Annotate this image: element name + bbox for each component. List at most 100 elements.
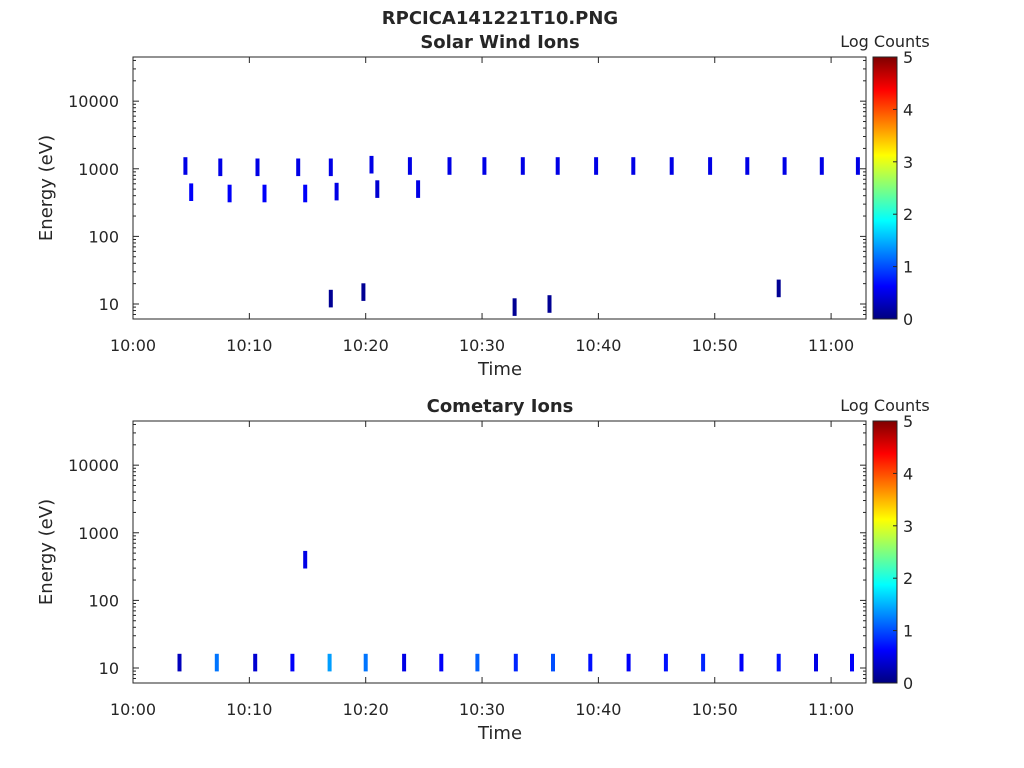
data-cell xyxy=(782,157,787,175)
data-cell xyxy=(482,157,487,175)
data-cell xyxy=(183,157,188,175)
data-cell xyxy=(855,157,860,175)
data-cell xyxy=(551,653,555,672)
colorbar-gradient xyxy=(872,420,898,684)
data-cell xyxy=(334,182,339,201)
data-cell xyxy=(850,653,854,672)
colorbar-gradient xyxy=(872,56,898,320)
x-tick-label: 11:00 xyxy=(808,336,854,355)
panel-title: Cometary Ions xyxy=(427,396,574,417)
data-cell xyxy=(513,653,518,672)
colorbar-tick-label: 1 xyxy=(903,258,913,277)
colorbar-label: Log Counts xyxy=(840,396,930,415)
data-cell xyxy=(218,158,223,177)
data-cell xyxy=(547,295,552,313)
data-cells xyxy=(183,155,860,316)
data-cell xyxy=(402,653,407,672)
data-cell xyxy=(189,183,194,201)
x-tick-label: 10:30 xyxy=(459,336,505,355)
data-cell xyxy=(475,653,480,672)
data-cell xyxy=(255,158,260,177)
data-cell xyxy=(303,550,308,569)
colorbar-tick-label: 2 xyxy=(903,569,913,588)
y-tick-label: 100 xyxy=(88,591,119,610)
colorbar-label: Log Counts xyxy=(840,32,930,51)
data-cell xyxy=(303,184,308,203)
data-cell xyxy=(631,157,636,175)
colorbar-tick-label: 3 xyxy=(903,153,913,172)
colorbar-tick-label: 4 xyxy=(903,100,913,119)
x-tick-label: 10:20 xyxy=(343,336,389,355)
data-cell xyxy=(416,180,421,198)
spectrogram-panel-1: Solar Wind Ions 10:00 10:10 10:20 10:30 10:40… xyxy=(36,32,930,380)
y-tick-label: 100 xyxy=(88,227,119,246)
x-tick-label: 11:00 xyxy=(808,700,854,719)
y-axis-label: Energy (eV) xyxy=(36,499,57,605)
x-tick-label: 10:50 xyxy=(692,336,738,355)
x-tick-label: 10:40 xyxy=(575,700,621,719)
data-cell xyxy=(663,653,668,672)
data-cell xyxy=(594,157,599,175)
x-tick-label: 10:10 xyxy=(226,700,272,719)
data-cell xyxy=(708,157,713,175)
colorbar-tick-label: 1 xyxy=(903,622,913,641)
x-tick-label: 10:10 xyxy=(226,336,272,355)
y-tick-label: 10 xyxy=(99,659,119,678)
data-cell xyxy=(369,155,374,174)
y-tick-label: 10 xyxy=(99,295,119,314)
data-cell xyxy=(776,653,781,672)
y-tick-label: 10000 xyxy=(68,92,119,111)
data-cell xyxy=(361,283,366,301)
plot-frame xyxy=(132,56,867,320)
y-tick-label: 1000 xyxy=(78,524,119,543)
data-cell xyxy=(262,184,267,203)
colorbar-tick-label: 4 xyxy=(903,464,913,483)
figure-title: RPCICA141221T10.PNG xyxy=(382,8,618,29)
y-tick-label: 1000 xyxy=(78,160,119,179)
colorbar-tick-label: 0 xyxy=(903,310,913,329)
data-cell xyxy=(819,157,824,175)
data-cell xyxy=(739,653,744,672)
colorbar-tick-label: 5 xyxy=(903,48,913,67)
data-cell xyxy=(296,158,301,177)
data-cell xyxy=(814,653,818,672)
data-cell xyxy=(328,289,333,308)
data-cell xyxy=(447,157,452,175)
data-cell xyxy=(520,157,525,175)
x-axis-label: Time xyxy=(477,723,522,744)
data-cell xyxy=(439,653,444,672)
colorbar-tick-label: 3 xyxy=(903,517,913,536)
x-tick-label: 10:00 xyxy=(110,700,156,719)
data-cell xyxy=(745,157,750,175)
data-cell xyxy=(227,184,232,203)
data-cell xyxy=(512,298,517,316)
data-cell xyxy=(363,653,368,672)
x-tick-label: 10:40 xyxy=(575,336,621,355)
data-cell xyxy=(626,653,631,672)
data-cell xyxy=(407,157,412,175)
y-tick-label: 10000 xyxy=(68,456,119,475)
x-axis-label: Time xyxy=(477,359,522,380)
data-cell xyxy=(701,653,706,672)
x-tick-label: 10:30 xyxy=(459,700,505,719)
data-cell xyxy=(253,653,258,672)
colorbar-tick-label: 0 xyxy=(903,674,913,693)
data-cell xyxy=(588,653,593,672)
data-cell xyxy=(555,157,560,175)
data-cells xyxy=(177,550,854,672)
data-cell xyxy=(375,180,380,198)
data-cell xyxy=(327,653,332,672)
data-cell xyxy=(177,653,182,672)
data-cell xyxy=(669,157,674,175)
plot-frame xyxy=(132,420,867,684)
colorbar-tick-label: 5 xyxy=(903,412,913,431)
data-cell xyxy=(776,279,781,298)
data-cell xyxy=(214,653,219,672)
x-tick-label: 10:50 xyxy=(692,700,738,719)
x-tick-label: 10:20 xyxy=(343,700,389,719)
x-tick-label: 10:00 xyxy=(110,336,156,355)
